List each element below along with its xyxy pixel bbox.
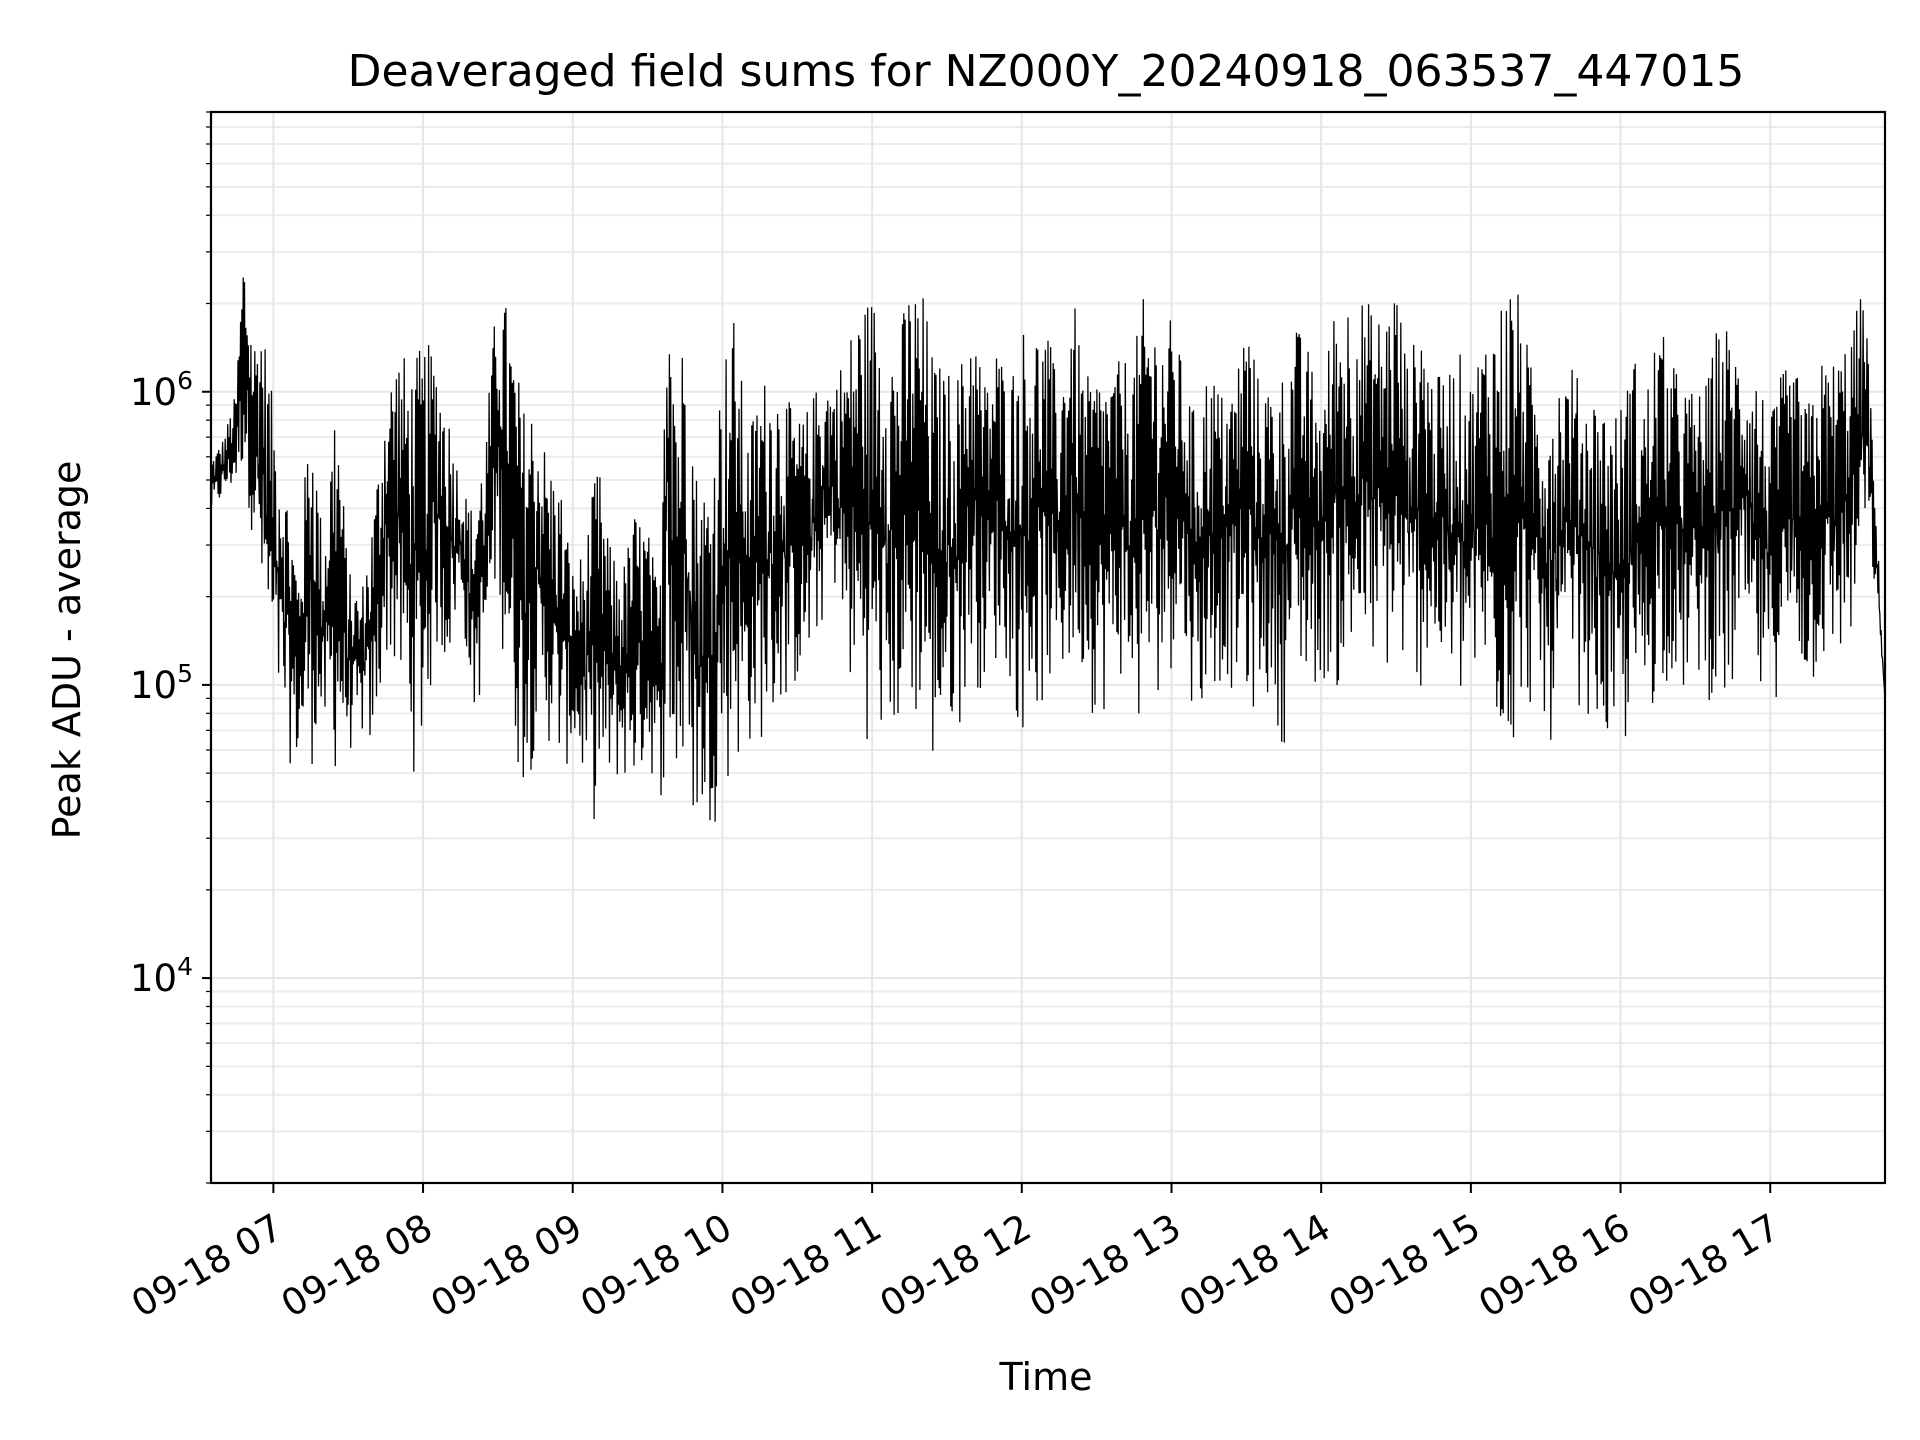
y-tick-label: 104 — [130, 952, 193, 1000]
series-line — [210, 277, 1886, 822]
series-layer — [210, 277, 1886, 822]
x-axis-label: Time — [999, 1355, 1093, 1399]
y-axis-label: Peak ADU - average — [45, 461, 89, 840]
plot-frame — [209, 110, 1887, 1185]
chart-title: Deaveraged field sums for NZ000Y_2024091… — [348, 46, 1745, 97]
y-tick-label: 105 — [130, 659, 193, 707]
y-tick-label: 106 — [130, 366, 193, 414]
ticks — [202, 111, 1772, 1193]
